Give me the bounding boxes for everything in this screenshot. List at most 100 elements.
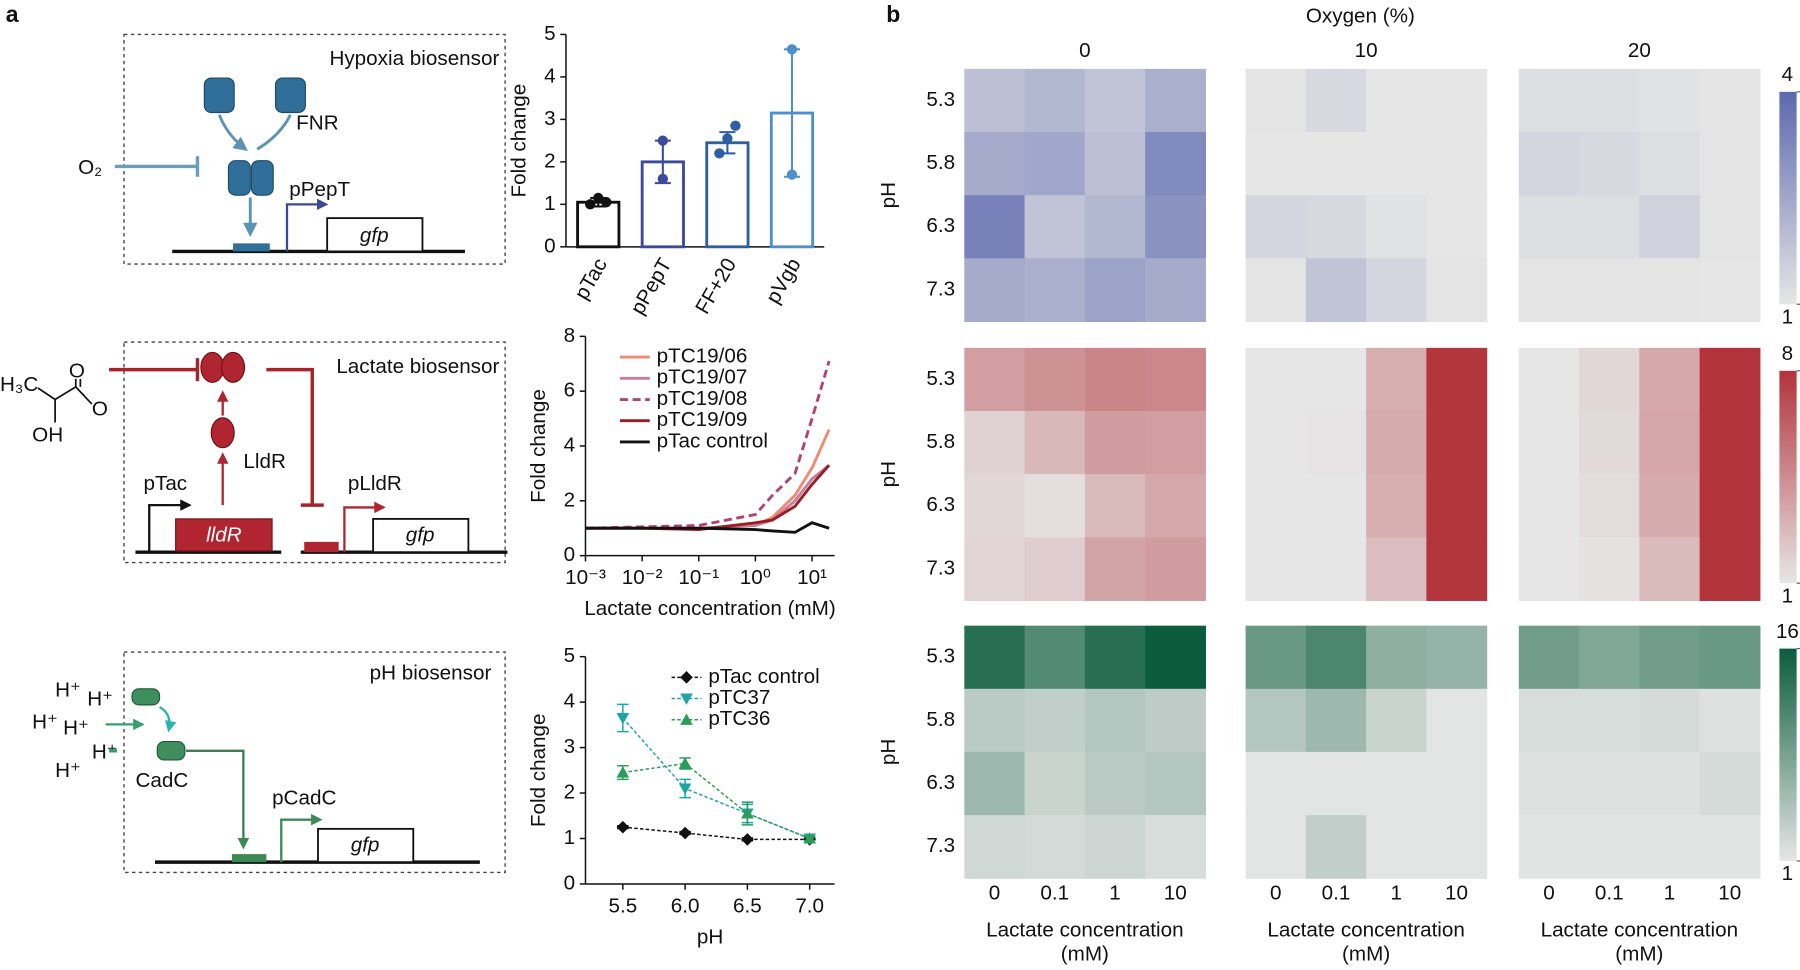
heatmap-cell [1579,815,1640,879]
protein [274,77,306,114]
y-axis-label: pH [877,182,900,208]
heatmap-cell [1145,537,1206,601]
diagram-box [123,651,506,874]
heatmap-cell [964,195,1026,259]
heatmap-cell [1145,625,1206,690]
heatmap-cell [1145,410,1206,475]
heatmap-cell [964,347,1026,412]
y-tick-label: 8 [564,324,576,347]
legend-label: pTC19/06 [657,344,748,367]
heatmap-cell [1579,537,1640,601]
label: FNR [296,111,338,134]
marker [616,766,630,778]
data-point [722,133,733,144]
heatmap-cell [1518,537,1580,601]
heatmap-cell [1426,347,1488,412]
colorbar-label: 1 [1782,584,1794,607]
heatmap-cell [1024,195,1086,259]
series-line [585,360,831,530]
column-label: 10 [1355,39,1378,62]
series-line [622,826,810,841]
heatmap-cell [1245,347,1307,412]
heatmap-cell [1305,625,1367,690]
heatmap-cell [1145,68,1206,133]
colorbar-label: 8 [1782,342,1794,365]
heatmap-cell [1366,537,1427,601]
heatmap-cell [1084,258,1146,323]
heatmap-cell [1305,474,1367,538]
heatmap-cell [1024,688,1086,753]
heatmap-cell [1305,347,1367,412]
y-tick-label: 5 [564,644,576,667]
heatmap-cell [1145,751,1206,816]
protein [156,741,186,761]
y-tick-label: 4 [544,64,556,87]
heatmap-cell [1145,258,1206,323]
heatmap-cell [1145,688,1206,753]
heatmap-cell [1518,815,1580,879]
heatmap-cell [1145,474,1206,538]
x-tick-label: FF+20 [691,254,741,318]
heatmap-cell [1305,258,1367,323]
heatmap-cell [1245,751,1307,816]
heatmap-cell [1366,625,1427,690]
heatmap-cell [1366,688,1427,753]
y-tick-label: 6 [564,379,576,402]
heatmap-cell [1579,625,1640,690]
heatmap-cell [1518,410,1580,475]
y-axis-label: Fold change [527,713,550,827]
heatmap-cell [1639,410,1701,475]
x-axis-label: Lactate concentration (mM) [584,597,835,620]
protein [220,351,246,383]
heatmap-cell [1024,132,1086,196]
colorbar-label: 1 [1782,862,1794,885]
heatmap-cell [1639,132,1701,196]
label: pLldR [348,472,402,495]
heatmap-cell [1699,688,1761,753]
heatmap-cell [1639,347,1701,412]
heatmap-cell [1305,688,1367,753]
heatmap-cell [1639,195,1701,259]
x-tick-label: 10⁻³ [565,566,606,589]
heatmap-cell [1579,258,1640,323]
heatmap-cell [1305,815,1367,879]
series-line [622,762,810,840]
promoter [148,499,192,553]
heatmap-cell [1366,751,1427,816]
heatmap-cell [1024,68,1086,133]
data-point [786,44,798,55]
protein [203,77,235,114]
heatmap-cell [1305,68,1367,133]
label: LldR [243,450,285,473]
heatmap-cell [1366,410,1427,475]
legend-label: pTC19/07 [657,366,748,389]
label: O [69,359,85,382]
y-tick-label: 3 [564,735,576,758]
label: OH [32,424,63,447]
marker [741,807,754,819]
y-tick-label: 2 [564,780,576,803]
panel-label: a [6,1,19,27]
y-tick-label: 0 [544,234,556,257]
y-tick-label: 5.8 [926,708,955,731]
x-tick-label: 0 [1270,882,1282,905]
y-tick-label: 7.3 [926,834,955,857]
heatmap-cell [1426,132,1488,196]
heatmap-cell [1145,815,1206,879]
heatmap-cell [1426,258,1488,323]
x-tick-label: 10⁰ [740,566,771,589]
heatmap-cell [1245,68,1307,133]
heatmap-cell [1024,347,1086,412]
bar [705,141,750,249]
heatmap-cell [1639,815,1701,879]
colorbar-label: 16 [1776,620,1799,643]
x-tick-label: 10 [1445,882,1468,905]
heatmap-title: Oxygen (%) [1306,5,1415,28]
heatmap-cell [1245,258,1307,323]
colorbar-label: 4 [1782,63,1794,86]
x-tick-label: 0.1 [1322,882,1351,905]
hypoxia-diagram: Hypoxia biosensor FNR O₂ pPepT gfp [78,33,506,265]
data-point [714,148,725,159]
label: gfp [360,224,389,247]
heatmap-cell [1579,688,1640,753]
